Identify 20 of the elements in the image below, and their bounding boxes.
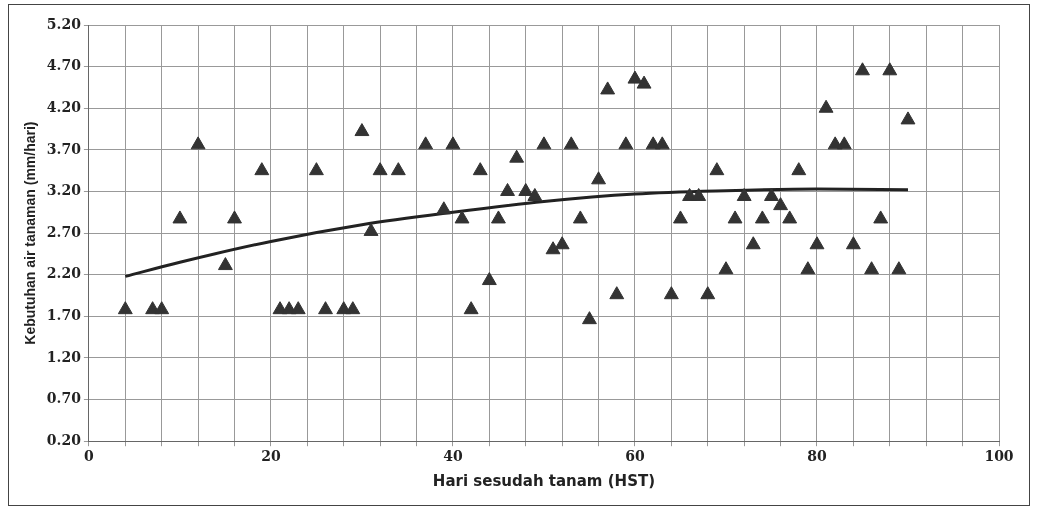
y-axis-title: Kebutuhan air tanaman (mm/hari): [22, 121, 39, 345]
y-tick-label: 1.20: [46, 348, 82, 365]
x-tick-label: 20: [261, 448, 281, 465]
line-series: [123, 187, 910, 278]
y-tick-label: 5.20: [46, 15, 82, 32]
y-tick-label: 2.20: [46, 265, 82, 282]
x-tick-label: 40: [443, 448, 463, 465]
y-tick-label: 4.20: [46, 98, 82, 115]
y-tick-label: 1.70: [46, 306, 82, 323]
y-tick-label: 0.20: [46, 431, 82, 448]
y-tick-label: 0.70: [46, 390, 82, 407]
y-tick-label: 3.20: [46, 182, 82, 199]
x-tick-label: 100: [984, 448, 1014, 465]
y-tick-label: 4.70: [46, 57, 82, 74]
y-tick-label: 2.70: [46, 223, 82, 240]
x-axis-title: Hari sesudah tanam (HST): [432, 471, 656, 490]
x-tick-label: 0: [84, 448, 95, 465]
x-tick-label: 60: [625, 448, 645, 465]
x-tick-label: 80: [807, 448, 827, 465]
y-tick-label: 3.70: [46, 140, 82, 157]
